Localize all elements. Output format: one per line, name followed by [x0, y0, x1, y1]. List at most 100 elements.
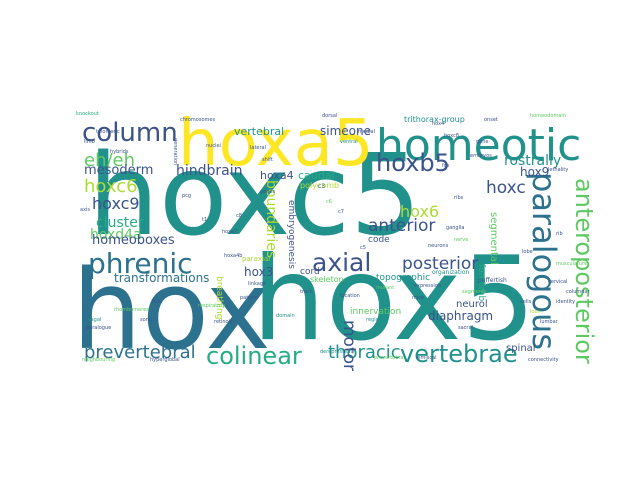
word-connectivity: connectivity — [528, 357, 559, 363]
word-lateral: lateral — [250, 145, 266, 151]
word-organization: organization — [432, 269, 470, 276]
word-tract: tract — [300, 289, 312, 295]
word-mice: mice — [412, 295, 425, 301]
word-rostrally: rostrally — [504, 153, 562, 169]
word-linkage: linkage — [248, 281, 267, 287]
word-hoxc: hoxc — [486, 178, 526, 198]
word-mesoderm: mesoderm — [84, 163, 154, 178]
word-neighbouring: neighbouring — [82, 357, 116, 363]
word-knockout: knockout — [76, 111, 99, 117]
word-expression: expression — [414, 283, 441, 289]
word-homeodomain: homeodomain — [530, 113, 566, 119]
word-ventral: ventral — [340, 139, 358, 145]
word-prevertebra: prevertebra — [374, 355, 404, 361]
word-rhombomeres: rhombomeres — [114, 307, 149, 313]
word-topographic: topographic — [376, 273, 431, 283]
word-nerve: nerve — [454, 237, 469, 243]
word-ganglia: ganglia — [446, 225, 465, 231]
word-fish: fish — [152, 299, 161, 305]
word-lumbar: lumbar — [540, 319, 558, 325]
word-vertebral: vertebral — [234, 125, 285, 138]
word-motor: motor — [339, 320, 359, 372]
word-homeotic: homeotic — [376, 120, 582, 171]
word-shift: shift — [262, 157, 273, 163]
word-axial: axial — [312, 248, 372, 277]
word-puffertish: puffertish — [478, 277, 507, 284]
word-respiratory: respiratory — [198, 303, 226, 309]
word-anteroposterior: anteroposterior — [570, 178, 598, 364]
word-location: location — [340, 293, 360, 299]
word-lethality: lethality — [548, 167, 569, 173]
word-phrenic: phrenic — [88, 247, 193, 280]
word-sonic: sonic — [140, 317, 153, 323]
word-cervical: cervical — [548, 279, 568, 285]
word-cluster: cluster — [96, 215, 144, 231]
word-rib: rib — [556, 231, 563, 237]
word-t1: t1 — [202, 217, 208, 223]
word-neurons: neurons — [428, 243, 449, 249]
word-limb: limb — [84, 139, 95, 145]
word-hybrids: hybrids — [110, 149, 129, 155]
word-hox9: hox9 — [520, 165, 550, 179]
word-generation: generation — [172, 138, 178, 166]
word-sagal: sagal — [88, 317, 102, 323]
word-segmental: segmental — [488, 212, 499, 265]
word-hoxc8: hoxc8 — [444, 133, 459, 139]
word-hoxa7: hoxa7 — [222, 229, 238, 235]
word-hox3: hox3 — [244, 265, 274, 279]
word-mutant: mutant — [376, 285, 395, 291]
word-embryos: embryos — [470, 153, 492, 159]
word-hox: hox — [72, 246, 271, 374]
word-thoracic: thoracic — [328, 342, 401, 363]
word-colinear: colinear — [206, 342, 302, 370]
word-onset: onset — [484, 117, 498, 123]
word-segments: segments — [462, 289, 487, 295]
word-ribs: ribs — [454, 195, 464, 201]
word-dorsal: dorsal — [322, 113, 338, 119]
word-hoxa4b: hoxa4b — [224, 253, 243, 259]
word-neurol: neurol — [456, 299, 488, 310]
word-chromosomes: chromosomes — [180, 117, 216, 123]
word-c8: c8 — [236, 213, 242, 219]
word-hox4: hox4 — [432, 121, 445, 127]
word-lobe: lobe — [522, 249, 533, 255]
word-cells: cells — [520, 299, 532, 305]
word-cord: cord — [300, 267, 320, 277]
word-anterior: anterior — [368, 216, 436, 236]
word-polycomb: polycomb — [300, 181, 340, 190]
word-musculature: musculature — [556, 261, 588, 267]
word-retinoic: retinoic — [214, 319, 233, 325]
word-identity: identity — [556, 299, 576, 305]
word-domain: domain — [276, 313, 295, 319]
word-pcg: pcg — [182, 193, 192, 199]
word-code: code — [368, 235, 390, 245]
word-sacral: sacral — [458, 325, 473, 331]
word-hoxa4: hoxa4 — [260, 169, 294, 182]
word-hox5: hox5 — [252, 232, 536, 367]
word-hoxd4a: hoxd4a — [90, 227, 142, 243]
word-hyperglobal: hyperglobal — [150, 357, 180, 363]
word-derepression: derepression — [320, 349, 353, 355]
word-c7: c7 — [338, 209, 344, 215]
word-hoxa5: hoxa5 — [178, 107, 374, 181]
word-breathing: breathing — [214, 276, 224, 320]
word-transformations: transformations — [114, 271, 210, 285]
word-diaphragm: diaphragm — [428, 309, 494, 323]
word-hindbrain: hindbrain — [176, 163, 243, 179]
word-c5: c5 — [360, 245, 366, 251]
word-caudal: caudal — [298, 169, 335, 182]
word-spinal: spinal — [506, 343, 536, 354]
word-paraxial: paraxial — [242, 255, 271, 263]
word-columnar: columnar — [566, 289, 590, 295]
word-hoxc5: hoxc5 — [88, 131, 422, 261]
word-lemiscal: lemiscal — [416, 355, 437, 361]
word-paralogue: paralogue — [86, 325, 112, 331]
word-innervation: innervation — [350, 307, 402, 317]
word-telomeric: telomeric — [96, 129, 120, 135]
word-prevertebral: prevertebral — [84, 342, 196, 363]
word-genes: genes — [260, 189, 276, 195]
word-gene: gene — [476, 139, 489, 145]
word-hoxc9: hoxc9 — [92, 194, 140, 213]
word-posterior: posterior — [402, 254, 479, 274]
